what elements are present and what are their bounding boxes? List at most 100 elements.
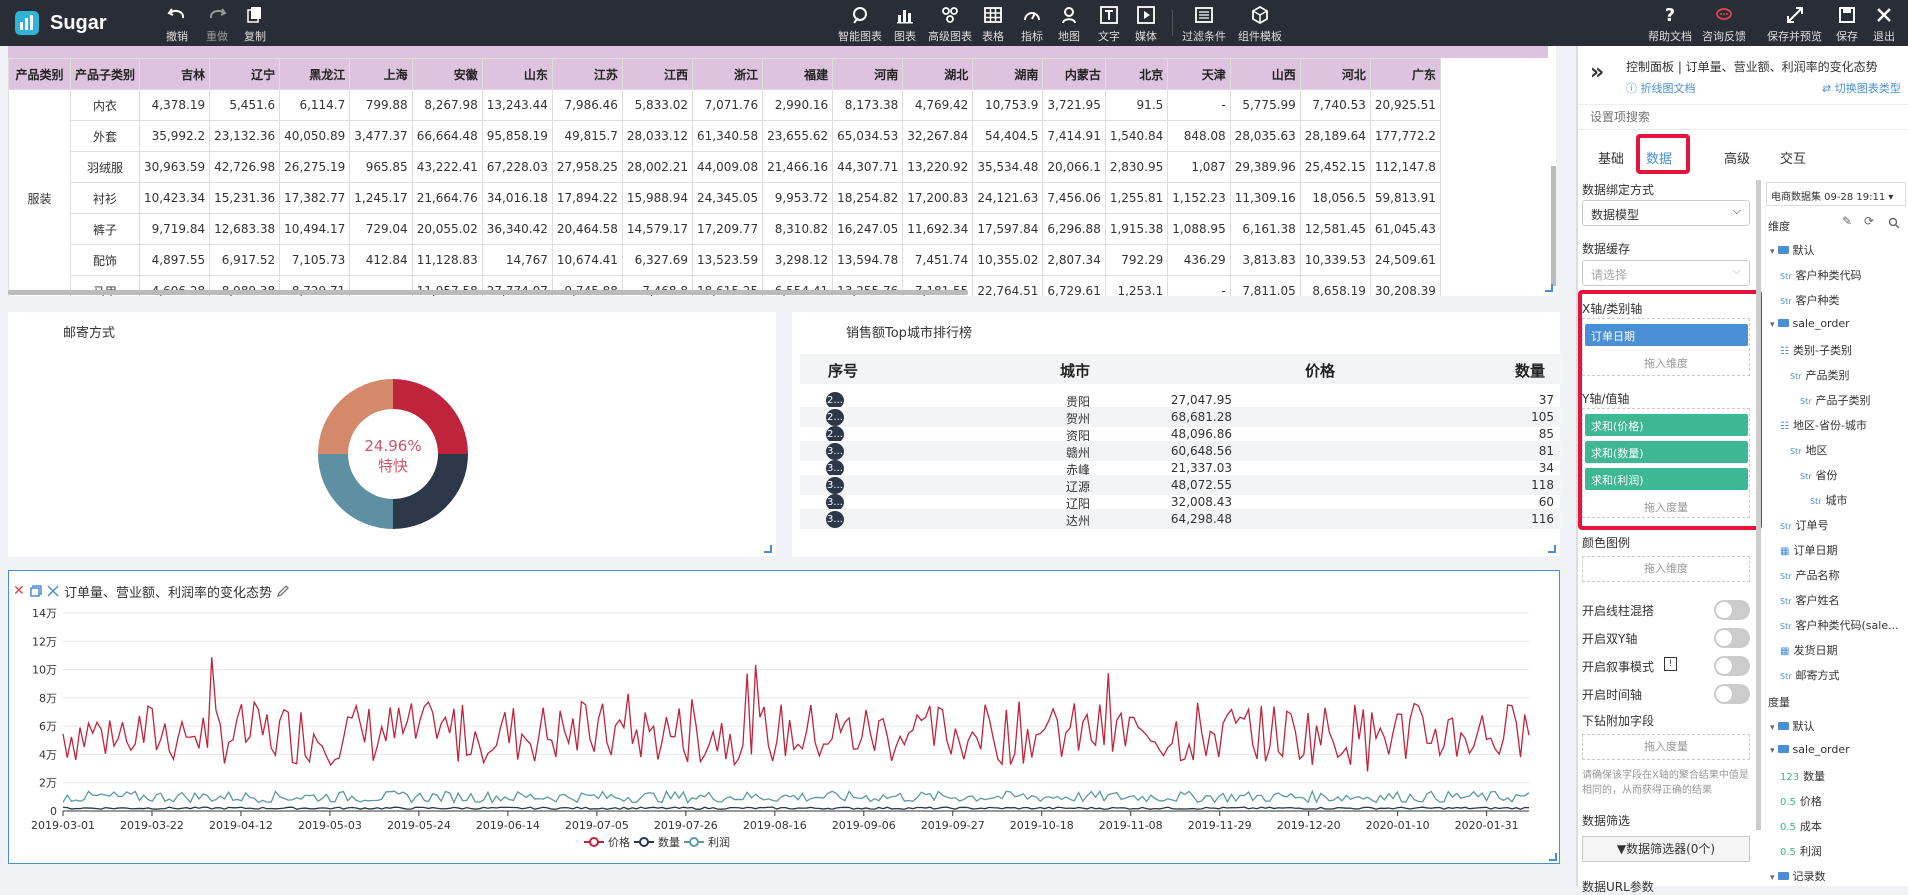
copy-button[interactable]: 复制 — [244, 5, 266, 44]
series-line-1[interactable] — [62, 806, 1530, 810]
exit-button[interactable]: 退出 — [1873, 5, 1895, 44]
field-tree-item[interactable]: ▾ sale_order — [1770, 743, 1850, 756]
color-dropzone[interactable]: 拖入维度 — [1582, 556, 1750, 582]
ranking-row[interactable]: 3... 赤峰 21,337.03 34 — [800, 458, 1562, 478]
line-doc-link[interactable]: ⓘ 折线图文档 — [1626, 82, 1696, 95]
media-button[interactable]: 媒体 — [1135, 5, 1157, 44]
filter-condition-button[interactable]: 过滤条件 — [1182, 5, 1226, 44]
duplicate-icon[interactable] — [30, 585, 42, 597]
fullscreen-icon[interactable] — [47, 585, 59, 597]
settings-search-input[interactable] — [1578, 104, 1908, 130]
field-tree-item[interactable]: 0.5 利润 — [1780, 843, 1822, 859]
field-tree-item[interactable]: Str 邮寄方式 — [1780, 667, 1840, 683]
map-button[interactable]: 地图 — [1058, 5, 1080, 44]
ranking-row[interactable]: 2... 贺州 68,681.28 105 — [800, 407, 1562, 427]
edit-icon[interactable] — [276, 584, 290, 598]
field-tree-item[interactable]: Str 客户种类代码 — [1780, 267, 1862, 283]
legend-item[interactable]: 数量 — [634, 836, 680, 849]
field-tree-item[interactable]: Str 产品名称 — [1780, 567, 1840, 583]
field-tree-item[interactable]: Str 客户种类代码(sale... — [1780, 617, 1899, 633]
edit-icon[interactable]: ✎ — [1842, 214, 1853, 228]
donut-slice-4[interactable] — [318, 379, 393, 454]
resize-handle[interactable] — [1548, 545, 1556, 553]
ranking-row[interactable]: 2... 资阳 48,096.86 85 — [800, 424, 1562, 444]
field-tree-item[interactable]: 0.5 价格 — [1780, 793, 1822, 809]
field-tree-item[interactable]: Str 产品子类别 — [1800, 392, 1871, 408]
search-icon[interactable] — [1888, 217, 1900, 229]
field-tree-item[interactable]: ▾ 记录数 — [1770, 868, 1826, 884]
field-tree-item[interactable]: ▾ 默认 — [1770, 718, 1815, 734]
tab-basic[interactable]: 基础 — [1598, 152, 1625, 167]
data-filter-button[interactable]: ▼数据筛选器(0个) — [1582, 836, 1750, 862]
field-tree-item[interactable]: Str 省份 — [1800, 467, 1838, 483]
feedback-button[interactable]: 咨询反馈 — [1702, 5, 1746, 44]
y-field-pill-qty[interactable]: 求和(数量) — [1585, 441, 1748, 463]
dataset-select[interactable]: 电商数据集 09-28 19:11 ▾ — [1766, 182, 1906, 206]
x-axis-dropzone[interactable]: 拖入维度 — [1582, 318, 1750, 376]
field-tree-item[interactable]: Str 客户种类 — [1780, 292, 1840, 308]
drill-dropzone[interactable]: 拖入度量 — [1582, 734, 1750, 760]
toggle-timeline[interactable] — [1714, 684, 1750, 704]
table-horizontal-scrollbar[interactable] — [8, 290, 968, 295]
resize-handle[interactable] — [1545, 284, 1553, 292]
legend-item[interactable]: 价格 — [584, 835, 630, 849]
resize-handle[interactable] — [1549, 853, 1557, 861]
field-tree-item[interactable]: Str 城市 — [1810, 492, 1848, 508]
field-tree-item[interactable]: Str 客户姓名 — [1780, 592, 1840, 608]
ranking-row[interactable]: 3... 达州 64,298.48 116 — [800, 509, 1562, 529]
info-icon[interactable]: ! — [1664, 657, 1677, 671]
field-tree-item[interactable]: Str 产品类别 — [1790, 367, 1850, 383]
tab-interaction[interactable]: 交互 — [1780, 152, 1807, 167]
field-tree-item[interactable]: ▾ sale_order — [1770, 317, 1850, 330]
ranking-row[interactable]: 3... 辽源 48,072.55 118 — [800, 475, 1562, 495]
chart-button[interactable]: 图表 — [894, 5, 916, 44]
component-template-button[interactable]: 组件模板 — [1238, 5, 1282, 44]
toggle-dual-y[interactable] — [1714, 628, 1750, 648]
bind-mode-select[interactable]: 数据模型 ⌵ — [1582, 200, 1750, 226]
series-line-2[interactable] — [62, 789, 1530, 805]
text-button[interactable]: 文字 — [1098, 5, 1120, 44]
config-scrollbar[interactable] — [1756, 180, 1761, 830]
save-preview-button[interactable]: 保存并预览 — [1767, 5, 1822, 44]
field-tree-item[interactable]: ▾ 默认 — [1770, 242, 1815, 258]
field-tree-item[interactable]: ☷ 地区-省份-城市 — [1780, 417, 1867, 433]
toggle-mix[interactable] — [1714, 600, 1750, 620]
metric-button[interactable]: 指标 — [1021, 5, 1043, 44]
field-tree-item[interactable]: Str 地区 — [1790, 442, 1828, 458]
tab-advanced[interactable]: 高级 — [1724, 152, 1751, 167]
delete-icon[interactable]: ✕ — [13, 583, 25, 599]
switch-chart-type-link[interactable]: ⇄ 切换图表类型 — [1822, 82, 1901, 95]
x-axis-field-pill[interactable]: 订单日期 — [1585, 324, 1748, 346]
donut-slice-2[interactable] — [393, 454, 468, 529]
field-tree-item[interactable]: ▦ 发货日期 — [1780, 642, 1837, 658]
cache-select[interactable]: 请选择 ⌵ — [1582, 260, 1750, 286]
field-tree-item[interactable]: ▦ 订单日期 — [1780, 542, 1837, 558]
advanced-chart-button[interactable]: 高级图表 — [928, 5, 972, 44]
tab-data[interactable]: 数据 — [1646, 152, 1673, 167]
save-button[interactable]: 保存 — [1836, 5, 1858, 44]
resize-handle[interactable] — [764, 545, 772, 553]
ranking-row[interactable]: 2... 贵阳 27,047.95 37 — [800, 390, 1562, 410]
redo-button[interactable]: 重做 — [206, 5, 228, 44]
field-tree-item[interactable]: 0.5 成本 — [1780, 818, 1822, 834]
legend-item[interactable]: 利润 — [684, 835, 730, 849]
series-line-0[interactable] — [62, 657, 1530, 772]
smart-chart-button[interactable]: 智能图表 — [838, 5, 882, 44]
field-tree-item[interactable]: ☷ 类别-子类别 — [1780, 342, 1852, 358]
collapse-panel-icon[interactable]: » — [1590, 60, 1605, 85]
y-axis-dropzone[interactable]: 拖入度量 — [1582, 408, 1750, 518]
field-tree-item[interactable]: 123 数量 — [1780, 768, 1825, 784]
table-button[interactable]: 表格 — [982, 5, 1004, 44]
refresh-icon[interactable]: ⟳ — [1864, 214, 1875, 228]
y-field-pill-price[interactable]: 求和(价格) — [1585, 414, 1748, 436]
field-tree-item[interactable]: Str 订单号 — [1780, 517, 1829, 533]
undo-button[interactable]: 撤销 — [166, 5, 188, 44]
help-doc-button[interactable]: ? 帮助文档 — [1648, 5, 1692, 43]
donut-slice-express[interactable] — [393, 379, 468, 454]
ranking-row[interactable]: 3... 赣州 60,648.56 81 — [800, 441, 1562, 461]
y-field-pill-profit[interactable]: 求和(利润) — [1585, 468, 1748, 490]
table-vertical-scrollbar[interactable] — [1551, 166, 1556, 286]
donut-slice-3[interactable] — [318, 454, 393, 529]
ranking-row[interactable]: 3... 辽阳 32,008.43 60 — [800, 492, 1562, 512]
toggle-narrative[interactable] — [1714, 656, 1750, 676]
